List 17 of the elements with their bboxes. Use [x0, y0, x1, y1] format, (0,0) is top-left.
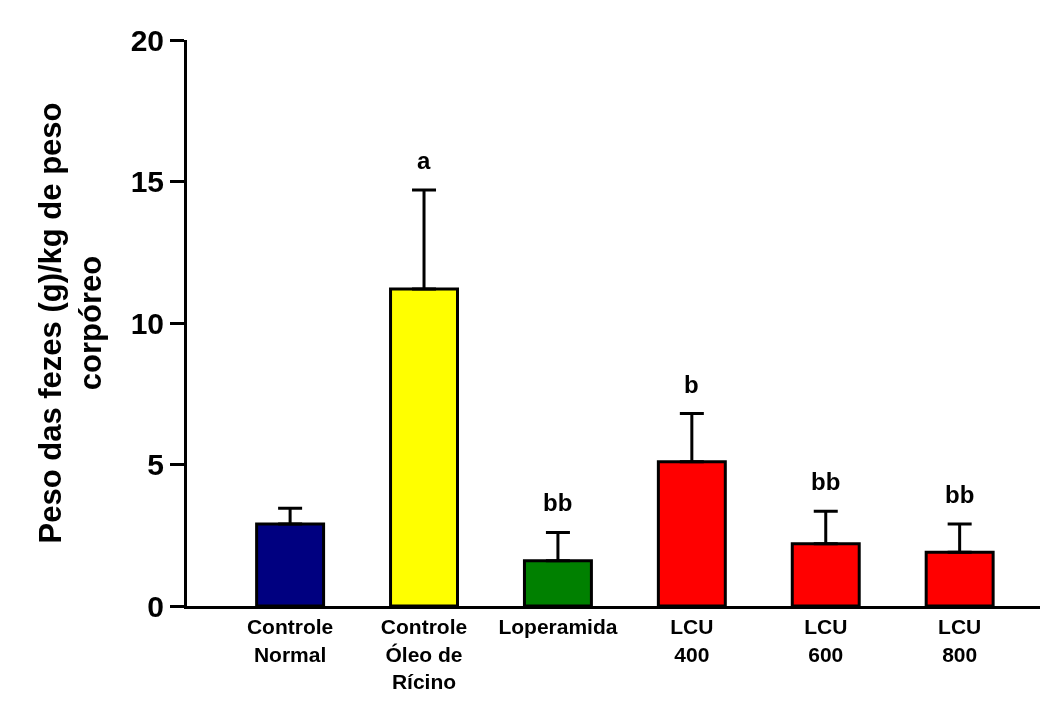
- x-tick-label: Controle Óleo de Rícino: [380, 615, 468, 693]
- y-tick-label: 0: [147, 589, 164, 623]
- y-tick-label: 15: [130, 165, 164, 198]
- y-tick-label: 5: [147, 448, 164, 481]
- x-tick-label: Controle Normal: [246, 615, 334, 666]
- x-tick-label: LCU 800: [938, 615, 982, 666]
- annotation: bb: [811, 468, 841, 495]
- annotation: b: [684, 371, 699, 398]
- annotation: bb: [945, 481, 975, 508]
- x-tick-label: LCU 600: [804, 615, 848, 666]
- x-tick-label: LCU 400: [670, 615, 714, 666]
- annotation: bb: [543, 489, 573, 516]
- y-tick-label: 20: [130, 23, 164, 57]
- annotation: a: [417, 147, 431, 174]
- x-tick-label: Loperamida: [498, 615, 618, 639]
- y-tick-label: 10: [130, 306, 164, 340]
- y-axis-title: Peso das fezes (g)/kg de peso corpóreo: [32, 102, 109, 544]
